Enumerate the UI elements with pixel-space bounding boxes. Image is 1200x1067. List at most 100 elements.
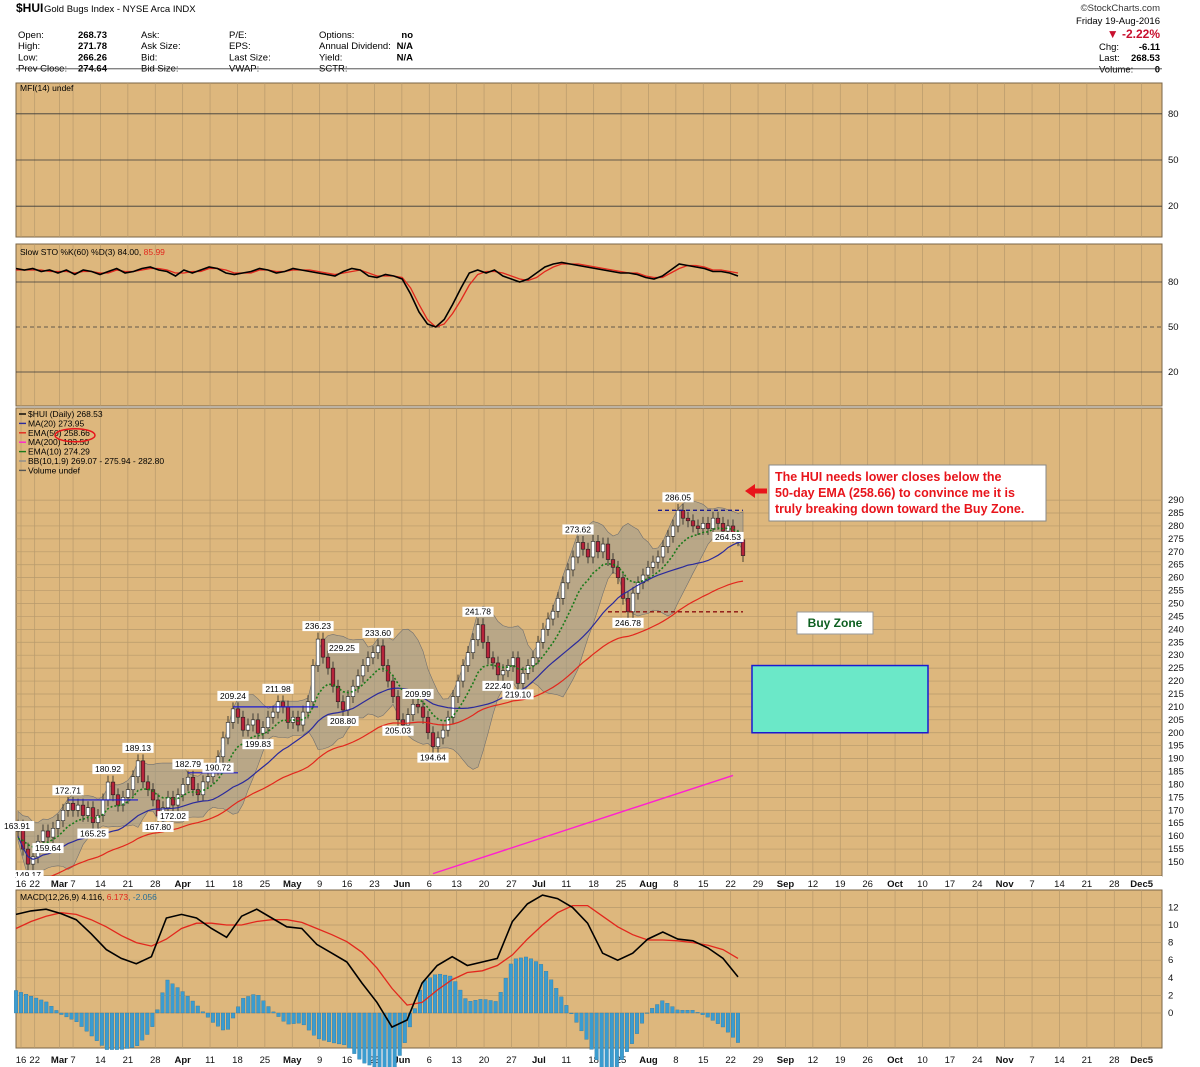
- index-name: Gold Bugs Index - NYSE Arca INDX: [44, 4, 196, 15]
- price-label: 246.78: [615, 618, 641, 628]
- price-label-bg: [202, 762, 234, 773]
- candle-body: [175, 794, 181, 806]
- candle-body: [510, 657, 516, 666]
- macd-histogram-bar: [316, 1012, 321, 1040]
- macd-histogram-bar: [135, 1012, 140, 1046]
- macd-histogram-bar: [453, 981, 458, 1014]
- x-tick-label: 18: [232, 879, 243, 890]
- price-label: 172.02: [160, 811, 186, 821]
- y-tick-label: 20: [1168, 367, 1179, 378]
- quote-label: Last:: [1099, 53, 1120, 64]
- macd-histogram-bar: [478, 999, 483, 1014]
- price-label: 205.03: [385, 726, 411, 736]
- quote-label: P/E:: [229, 30, 247, 41]
- x-tick-label: 22: [29, 1055, 40, 1066]
- quote-label: Ask:: [141, 30, 159, 41]
- y-tick-label: 165: [1168, 818, 1184, 829]
- candle-body: [80, 804, 86, 816]
- candle-body: [570, 556, 576, 571]
- x-tick-label: Mar: [51, 879, 68, 890]
- annotation-box: [768, 464, 1047, 522]
- price-label: 189.13: [125, 743, 151, 753]
- candle-body: [495, 662, 501, 676]
- macd-line: [15, 894, 739, 1029]
- candle-body: [200, 781, 206, 796]
- x-tick-label: 13: [451, 879, 462, 890]
- x-tick-label: 6: [427, 879, 432, 890]
- x-tick-label: 11: [205, 879, 215, 890]
- macd-histogram-bar: [387, 1012, 392, 1067]
- sto-legend-k: Slow STO %K(60) %D(3) 84.00,: [20, 247, 144, 257]
- macd-histogram-bar: [200, 1011, 205, 1014]
- x-tick-label: 21: [1082, 1055, 1093, 1066]
- macd-histogram-bar: [59, 1012, 64, 1015]
- y-tick-label: 6: [1168, 955, 1173, 966]
- candle-body: [280, 701, 286, 708]
- x-tick-label: 24: [972, 1055, 983, 1066]
- candle-body: [430, 732, 436, 747]
- macd-histogram-bar: [170, 983, 175, 1014]
- macd-histogram-bar: [69, 1012, 74, 1020]
- annotation-text: The HUI needs lower closes below the: [775, 470, 1001, 484]
- candle-body: [105, 781, 111, 801]
- x-tick-label: 24: [972, 879, 983, 890]
- price-label-bg: [327, 716, 359, 727]
- price-label-bg: [502, 689, 534, 700]
- candle-body: [245, 724, 251, 731]
- macd-histogram-bar: [332, 1012, 337, 1044]
- macd-histogram-bar: [695, 1012, 700, 1014]
- macd-histogram-bar: [180, 991, 185, 1014]
- macd-histogram-bar: [518, 957, 523, 1014]
- macd-histogram-bar: [498, 992, 503, 1014]
- macd-histogram-bar: [488, 1000, 493, 1014]
- candle-body: [240, 716, 246, 731]
- price-label-bg: [12, 870, 44, 881]
- x-tick-label: Nov: [996, 1055, 1015, 1066]
- x-tick-label: 28: [1109, 1055, 1120, 1066]
- x-tick-label: 22: [725, 879, 736, 890]
- macd-histogram-bar: [327, 1012, 331, 1042]
- macd-histogram-bar: [352, 1012, 357, 1054]
- price-label-bg: [32, 843, 64, 854]
- price-label-bg: [662, 492, 694, 503]
- candle-body: [60, 809, 66, 821]
- price-label: 167.80: [145, 822, 171, 832]
- macd-histogram-bar: [438, 973, 443, 1014]
- candle-body: [650, 561, 656, 568]
- macd-histogram-bar: [49, 1006, 54, 1014]
- candle-body: [190, 776, 196, 790]
- x-tick-label: 15: [698, 879, 709, 890]
- legend-entry: MA(200) 183.50: [28, 437, 89, 447]
- candle-body: [690, 520, 696, 527]
- ma200-line: [432, 774, 734, 875]
- y-tick-label: 160: [1168, 831, 1184, 842]
- quote-value: no: [401, 30, 413, 41]
- macd-histogram-bar: [216, 1012, 220, 1027]
- candle-body: [70, 802, 76, 811]
- candle-body: [595, 541, 601, 553]
- candle-body: [405, 714, 411, 726]
- macd-histogram-bar: [473, 1000, 478, 1014]
- quote-label: Low:: [18, 52, 38, 63]
- y-tick-label: 290: [1168, 495, 1184, 506]
- macd-legend-signal: 6.173: [107, 892, 129, 902]
- macd-histogram-bar: [675, 1009, 680, 1014]
- candle-body: [265, 716, 271, 728]
- candle-body: [625, 598, 631, 613]
- candle-body: [700, 523, 706, 529]
- macd-histogram-bar: [256, 995, 261, 1014]
- x-tick-label: 19: [835, 1055, 846, 1066]
- y-tick-label: 12: [1168, 902, 1179, 913]
- x-tick-label: 16: [342, 1055, 353, 1066]
- macd-histogram-bar: [246, 996, 251, 1014]
- y-tick-label: 265: [1168, 560, 1184, 571]
- x-tick-label: 7: [1029, 1055, 1034, 1066]
- x-tick-label: 17: [945, 879, 956, 890]
- quote-label: Last Size:: [229, 52, 271, 63]
- price-label: 165.25: [80, 829, 106, 839]
- macd-histogram-bar: [236, 1006, 241, 1014]
- price-label-bg: [92, 764, 124, 775]
- candle-body: [235, 708, 241, 718]
- macd-histogram-bar: [700, 1012, 705, 1015]
- x-tick-label: 16: [16, 879, 27, 890]
